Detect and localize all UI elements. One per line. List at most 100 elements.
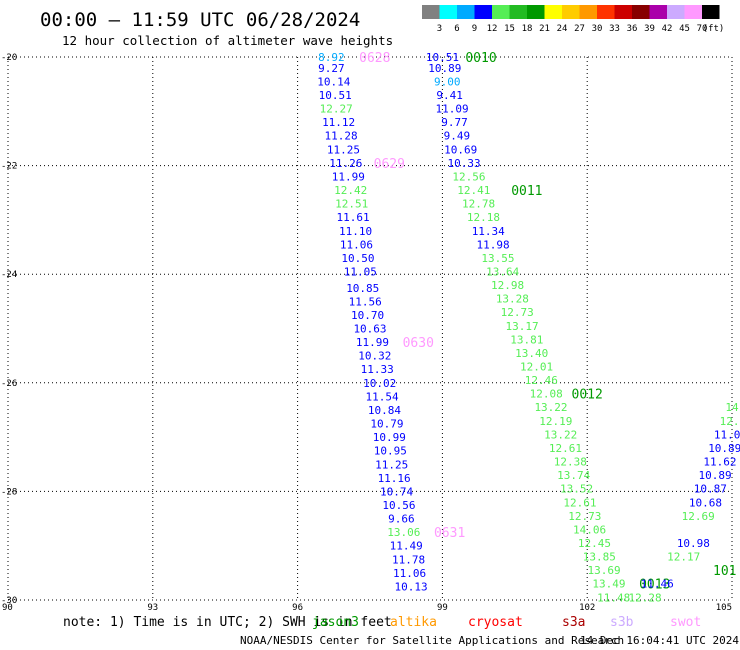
wave-height-value: 9.41 (436, 89, 463, 102)
y-tick-label: -20 (1, 53, 17, 63)
wave-height-value: 11.99 (332, 170, 365, 183)
wave-height-value: 13.74 (557, 469, 590, 482)
wave-height-value: 13.40 (515, 347, 548, 360)
wave-height-value: 8.92 (318, 51, 345, 64)
wave-height-value: 11.28 (324, 130, 357, 143)
wave-height-value: 12.18 (467, 211, 500, 224)
satellite-label: altika (390, 615, 437, 630)
wave-height-value: 12.69 (682, 510, 715, 523)
wave-height-value: 12.78 (462, 198, 495, 211)
wave-height-value: 12.42 (334, 184, 367, 197)
color-legend: 3 6 9 12 15 18 21 24 27 30 33 36 39 42 45 70(ft) (422, 5, 724, 34)
legend-swatch (649, 5, 667, 19)
wave-height-value: 12.38 (554, 456, 587, 469)
legend-tick-label: 33 (609, 24, 620, 34)
wave-height-value: 10.95 (374, 445, 407, 458)
legend-swatch (614, 5, 632, 19)
x-tick-label: 102 (579, 603, 595, 613)
wave-height-value: 10.98 (677, 537, 710, 550)
wave-height-value: 11.56 (349, 295, 382, 308)
wave-height-value: 13.55 (481, 252, 514, 265)
chart-subtitle: 12 hour collection of altimeter wave hei… (62, 33, 393, 48)
legend-swatch (702, 5, 720, 19)
chart-title: 00:00 – 11:59 UTC 06/28/2024 (40, 9, 360, 31)
wave-height-value: 12.98 (491, 279, 524, 292)
wave-height-value: 11.33 (361, 363, 394, 376)
wave-height-value: 10.74 (380, 485, 413, 498)
wave-height-value: 10.51 (426, 51, 459, 64)
wave-height-value: 13.28 (496, 293, 529, 306)
legend-swatch (667, 5, 685, 19)
data-points: 8.929.2710.1410.5112.2711.1211.2811.2511… (317, 51, 740, 604)
wave-height-value: 12.41 (457, 184, 490, 197)
footer-timestamp: 14 Dec 16:04:41 UTC 2024 (580, 634, 739, 647)
wave-height-value: 10.69 (444, 143, 477, 156)
wave-height-value: 12.19 (539, 415, 572, 428)
satellite-label: cryosat (468, 615, 523, 630)
wave-height-value: 11.34 (472, 225, 505, 238)
wave-height-value: 12.45 (578, 537, 611, 550)
wave-height-value: 10.68 (689, 496, 722, 509)
legend-swatch (562, 5, 580, 19)
wave-height-value: 12.73 (501, 306, 534, 319)
legend-tick-label: 24 (557, 24, 568, 34)
wave-height-value: 13.85 (583, 551, 616, 564)
wave-height-value: 11.06 (393, 567, 426, 580)
satellite-legend: jason3 altika cryosat s3a s3b swot (312, 615, 701, 630)
legend-tick-label: 6 (454, 24, 459, 34)
legend-tick-label: 9 (472, 24, 477, 34)
wave-height-value: 10.32 (358, 350, 391, 363)
wave-height-value: 10.70 (351, 309, 384, 322)
wave-height-value: 14 (725, 401, 739, 414)
wave-height-value: 9.66 (388, 513, 415, 526)
legend-tick-label: 21 (539, 24, 550, 34)
legend-tick-label: 45 (679, 24, 690, 34)
wave-height-value: 11.46 (641, 578, 674, 591)
legend-tick-label: 15 (504, 24, 515, 34)
wave-height-value: 13.81 (510, 333, 543, 346)
wave-height-value: 12.46 (525, 374, 558, 387)
wave-height-value: 12.51 (335, 198, 368, 211)
wave-height-value: 11.54 (366, 390, 399, 403)
wave-height-value: 11.49 (390, 540, 423, 553)
legend-tick-label: 18 (522, 24, 533, 34)
legend-swatch (457, 5, 475, 19)
x-tick-label: 105 (716, 603, 732, 613)
wave-height-value: 10.33 (448, 157, 481, 170)
wave-height-value: 10.02 (363, 377, 396, 390)
pass-time-label: 0010 (465, 51, 496, 66)
x-tick-label: 96 (292, 603, 303, 613)
wave-height-value: 12.28 (629, 591, 662, 604)
legend-tick-label: 70 (697, 24, 708, 34)
wave-height-value: 9.00 (434, 75, 461, 88)
x-tick-label: 99 (437, 603, 448, 613)
wave-height-value: 11.10 (339, 225, 372, 238)
pass-time-label: 0013 (639, 578, 670, 593)
wave-height-value: 11.61 (337, 211, 370, 224)
pass-time-label: 0631 (434, 526, 465, 541)
wave-height-value: 11.09 (435, 103, 468, 116)
wave-height-value: 13.52 (560, 483, 593, 496)
pass-time-label: 0628 (359, 51, 390, 66)
wave-height-value: 9.77 (441, 116, 468, 129)
wave-height-value: 11.0 (714, 428, 740, 441)
wave-height-value: 11.48 (597, 591, 630, 604)
wave-height-value: 10.50 (341, 252, 374, 265)
wave-height-value: 12. (720, 415, 740, 428)
wave-height-value: 10.89 (708, 442, 740, 455)
wave-height-value: 14.06 (573, 523, 606, 536)
footer-credit: NOAA/NESDIS Center for Satellite Applica… (240, 634, 624, 647)
wave-height-value: 11.25 (327, 143, 360, 156)
pass-time-label: 0630 (403, 336, 434, 351)
wave-height-value: 9.27 (318, 62, 345, 75)
legend-swatch (684, 5, 702, 19)
wave-height-value: 11.26 (329, 157, 362, 170)
wave-height-value: 10.85 (346, 282, 379, 295)
pass-time-label: 0011 (511, 184, 542, 199)
wave-height-value: 10.99 (373, 431, 406, 444)
wave-height-value: 13.64 (486, 265, 519, 278)
wave-height-value: 11.12 (322, 116, 355, 129)
note-text: note: 1) Time is in UTC; 2) SWH is in fe… (63, 615, 392, 630)
x-tick-label: 93 (147, 603, 158, 613)
